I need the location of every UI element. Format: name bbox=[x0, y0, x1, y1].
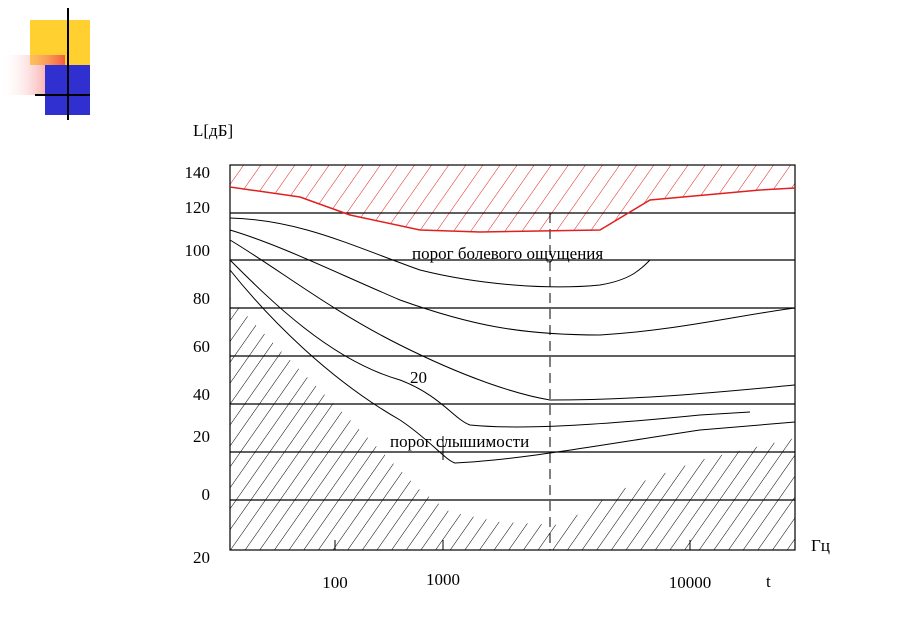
y-axis-label: L[дБ] bbox=[193, 121, 233, 140]
annotation: порог болевого ощущения bbox=[412, 244, 603, 263]
y-label: 20 bbox=[193, 548, 210, 567]
y-label: 60 bbox=[193, 337, 210, 356]
plot bbox=[229, 164, 796, 551]
y-label: 120 bbox=[185, 198, 211, 217]
x-label: 10000 bbox=[669, 573, 712, 592]
annotation: 20 bbox=[410, 368, 427, 387]
annotation: порог слышимости bbox=[390, 432, 529, 451]
y-label: 40 bbox=[193, 385, 210, 404]
y-label: 140 bbox=[185, 163, 211, 182]
y-label: 0 bbox=[202, 485, 211, 504]
x-label: 100 bbox=[322, 573, 348, 592]
x-extra-label: t bbox=[766, 572, 771, 591]
y-label: 100 bbox=[185, 241, 211, 260]
y-label: 20 bbox=[193, 427, 210, 446]
y-label: 80 bbox=[193, 289, 210, 308]
x-label: 1000 bbox=[426, 570, 460, 589]
logo bbox=[0, 8, 90, 120]
x-axis-label: Гц bbox=[811, 536, 830, 555]
